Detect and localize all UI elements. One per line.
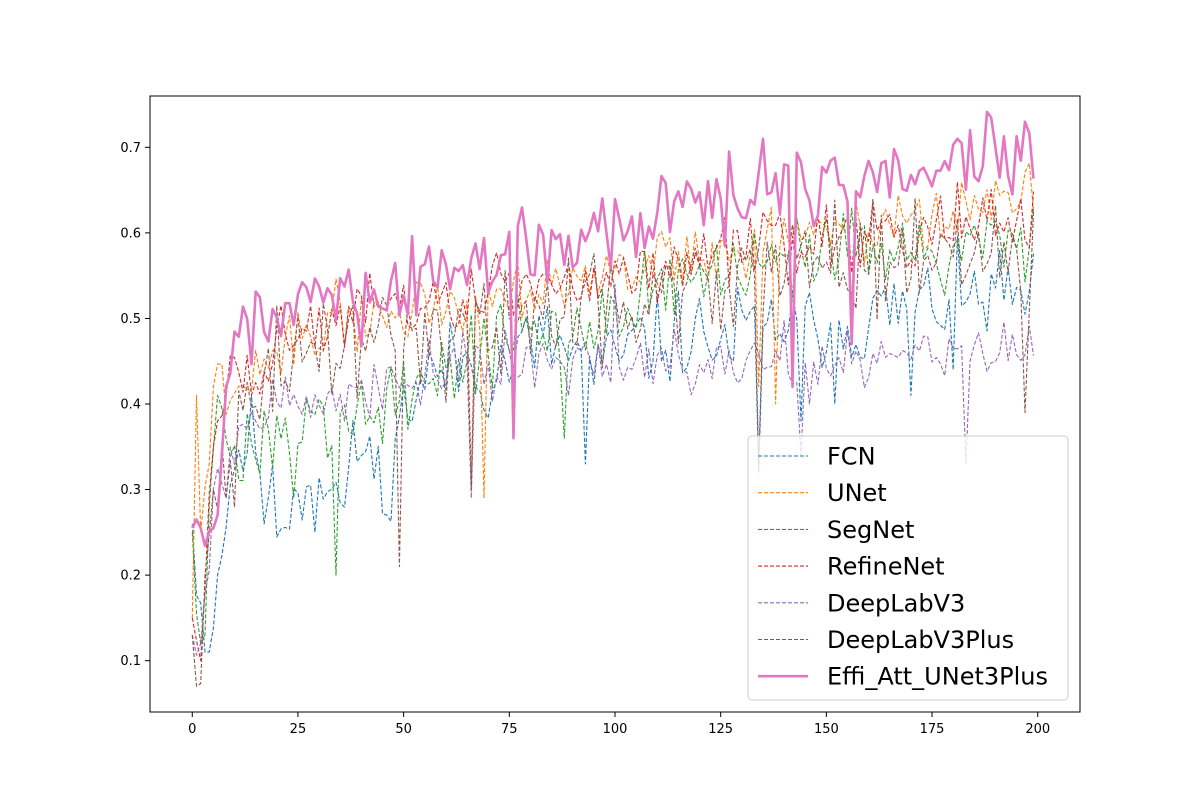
axes-layer: 0 25 50 75 100 125 150 175 200 0.1 0.2 0.3 0.4 0.5 0.6… (120, 95, 1081, 737)
y-tick-label: 0.5 (120, 312, 141, 327)
legend-label: Effi_Att_UNet3Plus (827, 663, 1048, 691)
y-tick-label: 0.4 (120, 398, 141, 413)
x-tick-label: 175 (920, 722, 945, 737)
y-tick-label: 0.6 (120, 226, 141, 241)
y-tick-label: 0.1 (120, 654, 141, 669)
legend-box (747, 435, 1069, 701)
y-tick-label: 0.3 (120, 483, 141, 498)
y-tick-label: 0.7 (120, 141, 141, 156)
legend-label: UNet (827, 479, 887, 507)
x-tick-label: 75 (501, 722, 518, 737)
legend-label: DeepLabV3 (827, 589, 965, 617)
series-line-refinenet (191, 181, 1035, 662)
series-line-deeplabv3 (191, 283, 1035, 656)
series-line-segnet (191, 206, 1035, 645)
series-line-effi-att-unet3plus (191, 110, 1035, 547)
legend-label: SegNet (827, 516, 914, 544)
x-tick-label: 125 (708, 722, 733, 737)
legend-label: FCN (827, 443, 876, 471)
legend-label: RefineNet (827, 553, 945, 581)
x-tick-label: 150 (814, 722, 839, 737)
x-tick-label: 200 (1025, 722, 1050, 737)
x-tick-label: 25 (290, 722, 307, 737)
y-tick-label: 0.2 (120, 569, 141, 584)
x-tick-label: 100 (603, 722, 628, 737)
series-layer (191, 110, 1035, 687)
legend-label: DeepLabV3Plus (827, 626, 1014, 654)
x-tick-label: 50 (395, 722, 412, 737)
series-line-deeplabv3plus (191, 197, 1035, 687)
x-tick-label: 0 (188, 722, 196, 737)
legend: FCN UNet SegNet RefineNet DeepLabV3 DeepLabV3… (747, 435, 1069, 701)
